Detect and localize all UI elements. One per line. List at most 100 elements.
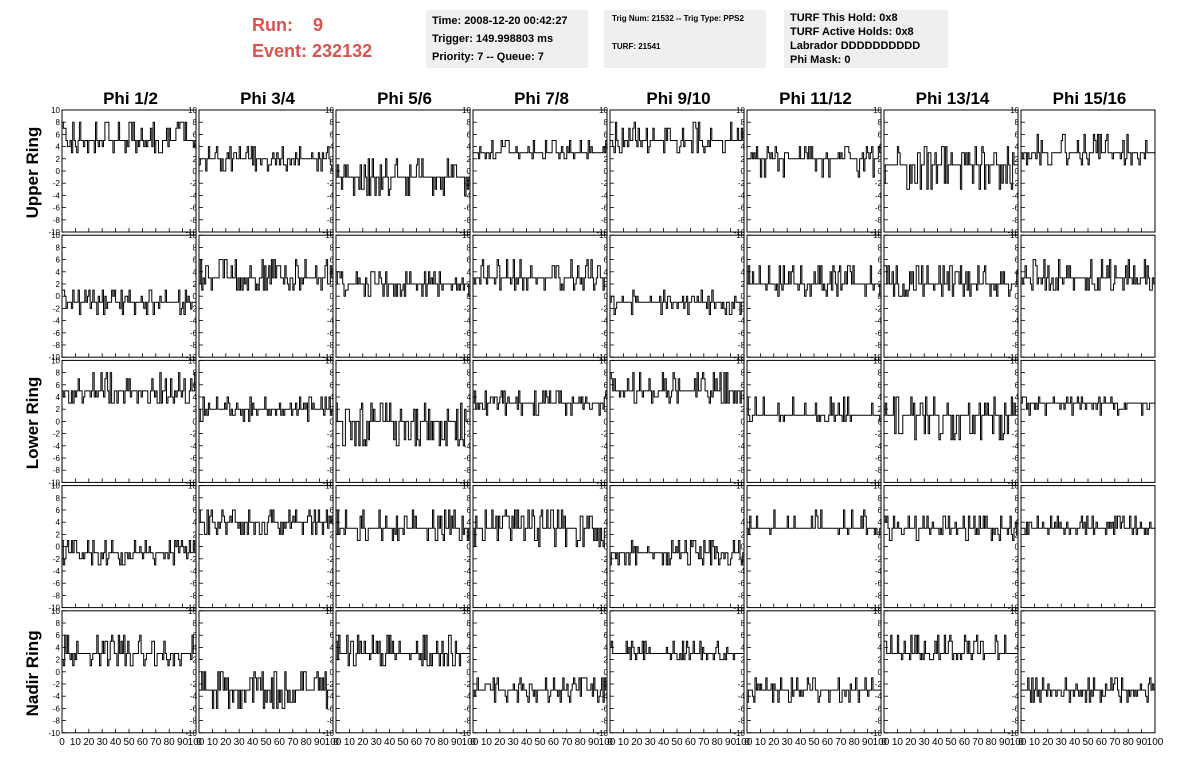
- y-tick-label: -6: [464, 329, 472, 338]
- x-tick-label: 30: [919, 737, 931, 748]
- labrador-text: Labrador DDDDDDDDDD: [790, 40, 921, 52]
- y-tick-label: -6: [53, 454, 61, 463]
- y-tick-label: 4: [1015, 518, 1020, 527]
- y-tick-label: 8: [604, 118, 609, 127]
- y-tick-label: -6: [53, 704, 61, 713]
- x-tick-label: 70: [424, 737, 436, 748]
- x-tick-label: 20: [768, 737, 780, 748]
- y-tick-label: 8: [604, 619, 609, 628]
- y-tick-label: -10: [1007, 228, 1019, 237]
- x-tick-label: 70: [150, 737, 162, 748]
- column-title: Phi 13/14: [916, 89, 990, 108]
- y-tick-label: 10: [599, 482, 608, 491]
- plot-frame: [883, 485, 1019, 609]
- waveform-trace: [62, 372, 196, 404]
- y-tick-label: -8: [1012, 216, 1020, 225]
- waveform-trace: [610, 372, 744, 404]
- y-tick-label: -6: [1012, 454, 1020, 463]
- y-tick-label: 4: [56, 643, 61, 652]
- x-tick-label: 50: [945, 737, 957, 748]
- y-tick-label: 0: [741, 668, 746, 677]
- y-tick-label: 10: [873, 356, 882, 365]
- y-tick-label: 2: [56, 530, 61, 539]
- y-tick-label: -4: [1012, 692, 1020, 701]
- waveform-trace: [1021, 677, 1155, 703]
- y-tick-label: 0: [467, 668, 472, 677]
- y-tick-label: 4: [741, 393, 746, 402]
- y-tick-label: 0: [467, 543, 472, 552]
- y-tick-label: -10: [596, 604, 608, 613]
- y-tick-label: 4: [1015, 268, 1020, 277]
- x-tick-label: 80: [986, 737, 998, 748]
- y-tick-label: -4: [464, 317, 472, 326]
- x-tick-label: 50: [1082, 737, 1094, 748]
- y-tick-label: -8: [1012, 341, 1020, 350]
- y-tick-label: 8: [741, 619, 746, 628]
- waveform-trace: [336, 509, 470, 541]
- x-tick-label: 20: [631, 737, 643, 748]
- y-tick-label: 10: [462, 482, 471, 491]
- turf-active-holds-text: TURF Active Holds: 0x8: [790, 26, 914, 38]
- plot-frame: [335, 610, 471, 734]
- column-title: Phi 1/2: [103, 89, 158, 108]
- y-tick-label: 2: [604, 405, 609, 414]
- y-tick-label: -4: [190, 567, 198, 576]
- column-title: Phi 3/4: [240, 89, 295, 108]
- waveform-trace: [884, 265, 1018, 297]
- y-tick-label: -4: [875, 692, 883, 701]
- y-tick-label: -10: [870, 729, 882, 738]
- y-tick-label: 2: [604, 155, 609, 164]
- y-tick-label: 6: [193, 506, 198, 515]
- y-tick-label: -6: [875, 704, 883, 713]
- y-tick-label: -4: [327, 442, 335, 451]
- y-tick-label: -4: [53, 442, 61, 451]
- x-tick-label: 50: [671, 737, 683, 748]
- waveform-trace: [1021, 396, 1155, 416]
- y-tick-label: -4: [738, 567, 746, 576]
- x-tick-label: 90: [314, 737, 326, 748]
- y-tick-label: -4: [738, 191, 746, 200]
- y-tick-label: -4: [464, 191, 472, 200]
- y-tick-label: 10: [1010, 231, 1019, 240]
- y-tick-label: -2: [1012, 680, 1020, 689]
- y-tick-label: 8: [56, 369, 61, 378]
- y-tick-label: -10: [322, 604, 334, 613]
- y-tick-label: -4: [190, 191, 198, 200]
- y-tick-label: -6: [190, 704, 198, 713]
- y-tick-label: 0: [1015, 668, 1020, 677]
- y-tick-label: -2: [53, 179, 61, 188]
- y-tick-label: 8: [878, 369, 883, 378]
- waveform-trace: [336, 634, 470, 667]
- y-tick-label: 6: [604, 506, 609, 515]
- x-tick-label: 10: [618, 737, 630, 748]
- x-tick-label: 70: [561, 737, 573, 748]
- x-tick-label: 70: [1109, 737, 1121, 748]
- event-value: 232132: [312, 41, 373, 61]
- y-tick-label: -4: [327, 692, 335, 701]
- x-tick-label: 20: [220, 737, 232, 748]
- y-tick-label: 0: [56, 292, 61, 301]
- y-tick-label: 10: [325, 356, 334, 365]
- y-tick-label: -4: [190, 442, 198, 451]
- run-event-label: Run: 9 Event: 232132: [252, 12, 372, 64]
- y-tick-label: 8: [878, 619, 883, 628]
- y-tick-label: 0: [604, 668, 609, 677]
- turf-info-box: TURF This Hold: 0x8 TURF Active Holds: 0…: [784, 10, 948, 68]
- x-tick-label: 100: [736, 737, 753, 748]
- run-label: Run:: [252, 15, 293, 35]
- x-tick-label: 10: [207, 737, 219, 748]
- y-tick-label: 6: [604, 130, 609, 139]
- y-tick-label: -2: [327, 555, 335, 564]
- x-tick-label: 30: [97, 737, 109, 748]
- y-tick-label: -10: [48, 604, 60, 613]
- y-tick-label: -8: [875, 466, 883, 475]
- y-tick-label: -6: [875, 579, 883, 588]
- x-tick-label: 20: [494, 737, 506, 748]
- y-tick-label: 10: [188, 482, 197, 491]
- y-tick-label: -6: [464, 579, 472, 588]
- y-tick-label: -2: [327, 179, 335, 188]
- y-tick-label: 8: [467, 243, 472, 252]
- y-tick-label: -6: [738, 704, 746, 713]
- waveform-trace: [747, 509, 881, 535]
- y-tick-label: -10: [459, 729, 471, 738]
